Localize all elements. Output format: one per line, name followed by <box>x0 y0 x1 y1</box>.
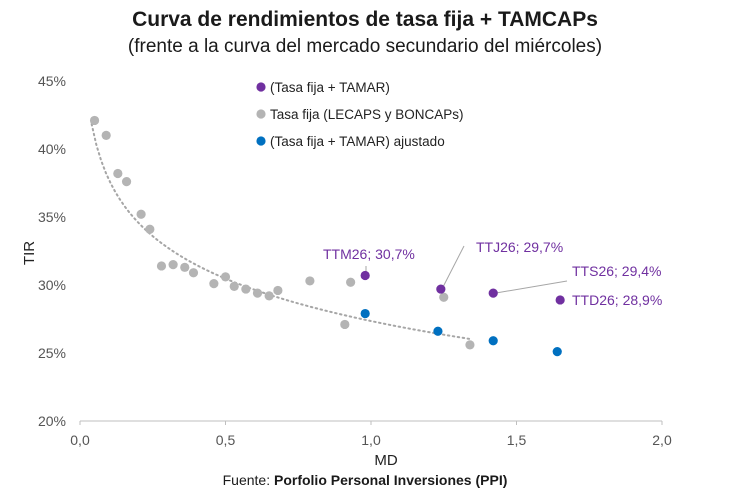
legend: (Tasa fija + TAMAR) Tasa fija (LECAPS y B… <box>256 80 464 149</box>
data-point <box>145 224 155 234</box>
data-point <box>229 281 239 291</box>
legend-marker <box>256 109 266 119</box>
data-point <box>488 336 498 346</box>
data-point <box>340 319 350 330</box>
data-point <box>273 285 283 296</box>
data-point <box>439 292 449 302</box>
x-tick-label: 1,0 <box>361 432 381 448</box>
data-point <box>101 130 111 140</box>
data-label: TTD26; 28,9% <box>572 292 662 308</box>
point-labels: TTM26; 30,7% TTJ26; 29,7% TTS26; 29,4% TTD2… <box>323 239 662 308</box>
source-note: Fuente: Porfolio Personal Inversiones (P… <box>0 472 730 488</box>
data-point <box>121 177 132 187</box>
data-label: TTS26; 29,4% <box>572 263 662 279</box>
x-tick-label: 0,0 <box>70 432 90 448</box>
x-tick-label: 2,0 <box>652 432 672 448</box>
x-tick-label: 1,5 <box>507 432 527 448</box>
data-point <box>188 268 199 278</box>
data-label: TTJ26; 29,7% <box>476 239 563 255</box>
chart-title: Curva de rendimientos de tasa fija + TAM… <box>132 8 598 31</box>
data-point <box>346 277 356 287</box>
y-tick-label: 35% <box>38 209 66 225</box>
legend-marker <box>256 82 266 92</box>
y-tick-label: 20% <box>38 413 66 429</box>
data-point <box>465 340 475 350</box>
legend-label: Tasa fija (LECAPS y BONCAPs) <box>270 107 464 122</box>
data-point <box>264 291 274 301</box>
yield-curve-chart: 20% 25% 30% 35% 40% 45% 0,0 0,5 1,0 1,5 2,0 MD TIR T… <box>21 73 672 469</box>
y-axis-title: TIR <box>21 241 38 265</box>
source-prefix: Fuente: <box>222 472 274 488</box>
data-point <box>305 276 315 286</box>
data-point <box>552 347 562 357</box>
chart-subtitle: (frente a la curva del mercado secundari… <box>127 36 603 57</box>
data-point <box>180 262 190 272</box>
annotation-leader <box>442 245 465 288</box>
legend-label: (Tasa fija + TAMAR) <box>270 80 390 95</box>
data-point <box>555 295 565 305</box>
data-point <box>136 209 146 219</box>
y-tick-label: 45% <box>38 73 66 89</box>
data-point <box>488 288 498 298</box>
legend-marker <box>256 136 266 146</box>
y-tick-label: 40% <box>38 141 66 157</box>
data-point <box>156 261 167 271</box>
axes: 20% 25% 30% 35% 40% 45% 0,0 0,5 1,0 1,5 2,0 MD TIR <box>21 73 672 469</box>
data-point <box>89 115 100 126</box>
legend-label: (Tasa fija + TAMAR) ajustado <box>270 134 445 149</box>
data-point <box>168 260 178 270</box>
data-point <box>360 308 370 319</box>
y-tick-label: 30% <box>38 277 66 293</box>
data-points <box>89 115 565 357</box>
data-point <box>252 288 263 298</box>
x-axis-title: MD <box>374 452 397 469</box>
annotation-leader <box>495 280 568 294</box>
data-point <box>433 326 443 336</box>
x-tick-label: 0,5 <box>216 432 236 448</box>
data-point <box>209 279 219 289</box>
y-tick-label: 25% <box>38 345 66 361</box>
data-point <box>360 270 370 281</box>
source-name: Porfolio Personal Inversiones (PPI) <box>273 472 508 488</box>
data-point <box>113 168 123 179</box>
data-point <box>241 284 251 294</box>
data-point <box>436 284 446 294</box>
data-point <box>220 272 231 282</box>
data-label: TTM26; 30,7% <box>323 246 415 262</box>
